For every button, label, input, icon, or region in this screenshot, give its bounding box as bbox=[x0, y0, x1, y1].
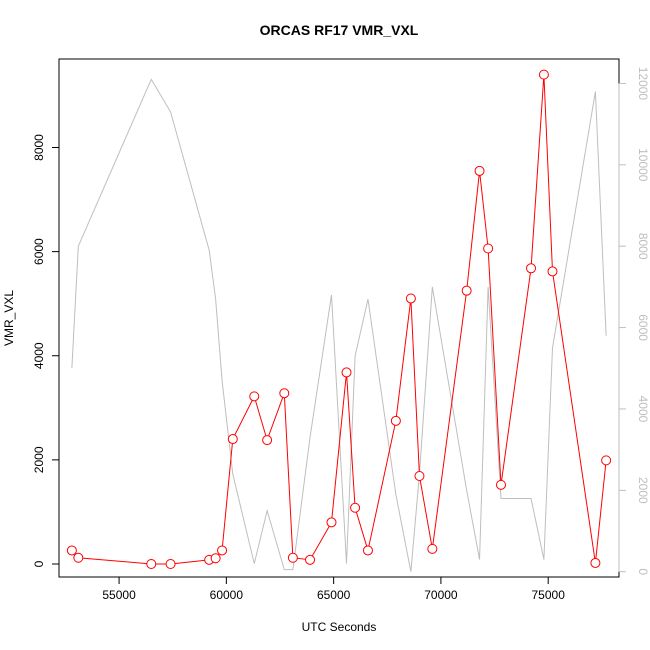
series-line-left bbox=[71, 74, 607, 565]
data-point bbox=[350, 502, 361, 513]
data-point bbox=[495, 479, 506, 490]
chart-title: ORCAS RF17 VMR_VXL bbox=[260, 22, 419, 38]
data-point bbox=[526, 263, 537, 274]
data-point bbox=[279, 388, 290, 399]
data-point bbox=[427, 543, 438, 554]
data-point bbox=[66, 545, 77, 556]
data-point bbox=[341, 367, 352, 378]
plot-frame bbox=[58, 58, 620, 578]
y-right-tick-label: 8000 bbox=[636, 233, 650, 260]
data-point bbox=[362, 545, 373, 556]
data-point bbox=[73, 552, 84, 563]
data-point bbox=[227, 434, 238, 445]
y-left-tick-label: 2000 bbox=[32, 446, 46, 473]
data-point bbox=[483, 243, 494, 254]
data-point bbox=[146, 558, 157, 569]
data-point bbox=[262, 435, 273, 446]
data-point bbox=[474, 165, 485, 176]
axes: 55000 60000 65000 70000 75000020004000600080… bbox=[32, 67, 650, 602]
data-point bbox=[305, 554, 316, 565]
x-tick-label: 65000 bbox=[317, 588, 351, 602]
data-point bbox=[414, 471, 425, 482]
series-layer bbox=[66, 69, 612, 572]
data-point bbox=[210, 553, 221, 564]
data-point bbox=[217, 545, 228, 556]
series-line-right bbox=[71, 78, 607, 572]
y-left-tick-label: 6000 bbox=[32, 238, 46, 265]
series-left bbox=[66, 69, 612, 569]
x-axis-label: UTC Seconds bbox=[302, 620, 377, 634]
data-point bbox=[249, 391, 260, 402]
y-right-tick-label: 12000 bbox=[636, 67, 650, 101]
data-point bbox=[405, 293, 416, 304]
data-point bbox=[601, 455, 612, 466]
y-right-tick-label: 4000 bbox=[636, 396, 650, 423]
y-right-tick-label: 10000 bbox=[636, 148, 650, 182]
data-point bbox=[461, 285, 472, 296]
data-point bbox=[538, 69, 549, 80]
y-axis-label: VMR_VXL bbox=[2, 290, 16, 346]
y-right-tick-label: 2000 bbox=[636, 477, 650, 504]
data-point bbox=[547, 266, 558, 277]
y-right-tick-label: 0 bbox=[636, 568, 650, 575]
x-tick-label: 70000 bbox=[424, 588, 458, 602]
x-tick-label: 55000 bbox=[102, 588, 136, 602]
y-left-tick-label: 8000 bbox=[32, 134, 46, 161]
data-point bbox=[390, 415, 401, 426]
x-tick-label: 60000 bbox=[210, 588, 244, 602]
data-point bbox=[590, 557, 601, 568]
data-point bbox=[287, 552, 298, 563]
x-tick-label: 75000 bbox=[532, 588, 566, 602]
y-left-tick-label: 0 bbox=[32, 560, 46, 567]
series-right bbox=[71, 78, 607, 572]
data-point bbox=[326, 517, 337, 528]
y-left-tick-label: 4000 bbox=[32, 342, 46, 369]
y-right-tick-label: 6000 bbox=[636, 314, 650, 341]
data-point bbox=[165, 558, 176, 569]
